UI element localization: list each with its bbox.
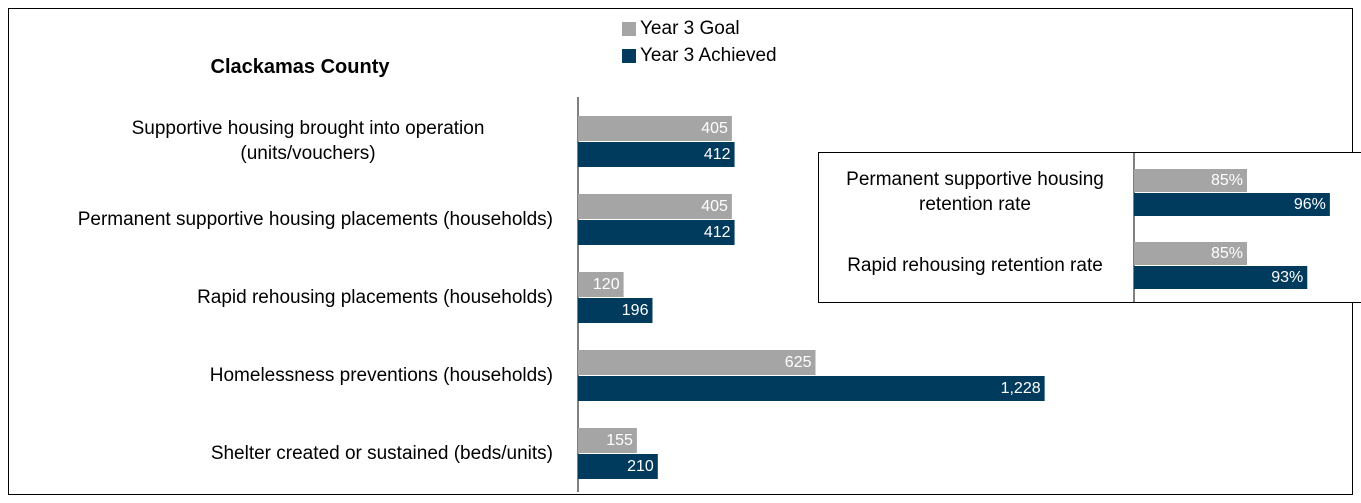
bar: [578, 116, 732, 141]
bar: [578, 272, 624, 297]
value-label: 405: [701, 198, 728, 215]
category-label-text: Rapid rehousing placements (households): [197, 286, 553, 308]
bar: [1134, 169, 1247, 192]
bar: [578, 142, 735, 167]
value-label: 93%: [1271, 269, 1303, 286]
bar: [1134, 242, 1247, 265]
value-label: 1,228: [1001, 380, 1041, 397]
category-label-text: Supportive housing brought into operatio…: [131, 118, 485, 164]
legend-item: Year 3 Achieved: [622, 45, 777, 67]
category-label: Rapid rehousing retention rate: [830, 242, 1120, 290]
value-label: 120: [593, 276, 620, 293]
category-label: Rapid rehousing placements (households): [63, 272, 553, 324]
value-label: 85%: [1211, 172, 1243, 189]
legend-swatch: [622, 22, 636, 36]
category-label-text: Permanent supportive housing retention r…: [846, 169, 1104, 215]
bar: [578, 350, 816, 375]
category-label: Homelessness preventions (households): [63, 350, 553, 402]
bar: [578, 194, 732, 219]
value-label: 196: [622, 302, 649, 319]
value-label: 155: [606, 432, 633, 449]
bar: [578, 376, 1045, 401]
value-label: 412: [704, 146, 731, 163]
chart-title: Clackamas County: [210, 56, 390, 78]
category-label-text: Rapid rehousing retention rate: [847, 254, 1103, 276]
bar: [578, 454, 658, 479]
bar: [1134, 193, 1330, 216]
bar: [578, 298, 653, 323]
value-label: 405: [701, 120, 728, 137]
category-label-text: Permanent supportive housing placements …: [77, 208, 553, 230]
bar: [1134, 266, 1308, 289]
value-label: 85%: [1211, 245, 1243, 262]
category-label-text: Homelessness preventions (households): [209, 364, 553, 386]
legend-label: Year 3 Achieved: [640, 45, 777, 66]
value-label: 412: [704, 224, 731, 241]
legend-item: Year 3 Goal: [622, 18, 740, 40]
category-label: Shelter created or sustained (beds/units…: [63, 428, 553, 480]
value-label: 210: [627, 458, 654, 475]
bar: [578, 428, 637, 453]
category-label: Supportive housing brought into operatio…: [63, 116, 553, 168]
value-label: 625: [785, 354, 812, 371]
value-label: 96%: [1294, 196, 1326, 213]
legend-swatch: [622, 49, 636, 63]
legend-label: Year 3 Goal: [640, 18, 740, 39]
category-label-text: Shelter created or sustained (beds/units…: [210, 442, 553, 464]
category-label: Permanent supportive housing retention r…: [830, 169, 1120, 217]
category-label: Permanent supportive housing placements …: [63, 194, 553, 246]
bar: [578, 220, 735, 245]
